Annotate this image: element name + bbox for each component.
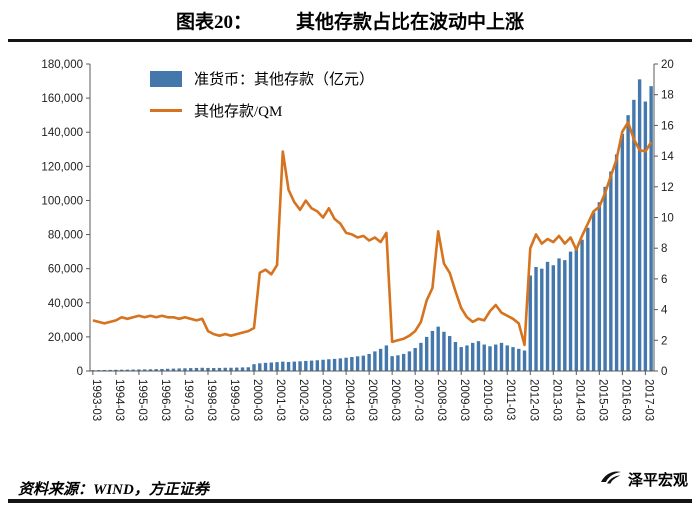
svg-text:140,000: 140,000: [41, 127, 83, 139]
legend-item-bars: 准货币：其他存款（亿元）: [150, 68, 374, 89]
ratio-line: [92, 121, 653, 347]
svg-text:2004-03: 2004-03: [343, 379, 355, 421]
svg-text:1995-03: 1995-03: [136, 379, 148, 421]
svg-text:2006-03: 2006-03: [389, 379, 401, 421]
combo-chart: 0 20,000 40,000 60,000 80,000 100,000 120,000 1…: [41, 59, 674, 421]
svg-text:2007-03: 2007-03: [412, 379, 424, 421]
svg-text:2009-03: 2009-03: [458, 379, 470, 421]
zeping-macro-logo-icon: [599, 465, 623, 494]
svg-text:12: 12: [661, 182, 674, 194]
svg-text:40,000: 40,000: [48, 298, 83, 310]
svg-text:8: 8: [661, 243, 667, 255]
right-axis-labels: 0 2 4 6 8 10 12 14 16 18 20: [654, 59, 674, 378]
svg-text:60,000: 60,000: [48, 264, 83, 276]
bottom-divider: [8, 499, 692, 503]
svg-text:1993-03: 1993-03: [90, 379, 102, 421]
svg-text:2015-03: 2015-03: [596, 379, 608, 421]
svg-text:1999-03: 1999-03: [228, 379, 240, 421]
svg-text:2005-03: 2005-03: [366, 379, 378, 421]
svg-text:0: 0: [77, 366, 83, 378]
line-series-label: 其他存款/QM: [194, 104, 283, 120]
svg-text:2: 2: [661, 335, 667, 347]
legend-item-line: 其他存款/QM: [150, 100, 374, 121]
svg-text:1998-03: 1998-03: [205, 379, 217, 421]
brand: 泽平宏观: [599, 465, 688, 494]
chart-legend: 准货币：其他存款（亿元） 其他存款/QM: [150, 68, 374, 132]
source-note: 资料来源：WIND，方正证券: [18, 482, 209, 498]
svg-text:1994-03: 1994-03: [113, 379, 125, 421]
svg-text:18: 18: [661, 90, 674, 102]
svg-text:20,000: 20,000: [48, 332, 83, 344]
left-axis-labels: 0 20,000 40,000 60,000 80,000 100,000 120,000 1…: [41, 59, 90, 378]
svg-text:120,000: 120,000: [41, 161, 83, 173]
svg-text:16: 16: [661, 120, 674, 132]
svg-text:2014-03: 2014-03: [573, 379, 585, 421]
svg-text:6: 6: [661, 274, 667, 286]
svg-text:2002-03: 2002-03: [297, 379, 309, 421]
top-divider: [8, 39, 692, 42]
line-series-swatch: [150, 109, 182, 112]
brand-name: 泽平宏观: [627, 473, 688, 489]
svg-text:20: 20: [661, 59, 674, 71]
svg-text:2017-03: 2017-03: [642, 379, 654, 421]
svg-text:0: 0: [661, 366, 667, 378]
figure-label: 图表20：: [175, 12, 252, 33]
svg-text:2001-03: 2001-03: [274, 379, 286, 421]
svg-text:100,000: 100,000: [41, 195, 83, 207]
bars-series: [91, 79, 653, 372]
x-axis-labels: 1993-03 1994-03 1995-03 1996-03 1997-03 1998-…: [90, 371, 654, 421]
svg-text:10: 10: [661, 213, 674, 225]
svg-text:80,000: 80,000: [48, 230, 83, 242]
svg-text:1997-03: 1997-03: [182, 379, 194, 421]
svg-text:14: 14: [661, 151, 674, 163]
svg-text:160,000: 160,000: [41, 93, 83, 105]
svg-text:2000-03: 2000-03: [251, 379, 263, 421]
svg-text:2012-03: 2012-03: [527, 379, 539, 421]
page-title: 其他存款占比在波动中上涨: [296, 12, 525, 33]
chart-title-row: 图表20： 其他存款占比在波动中上涨: [0, 7, 700, 34]
svg-text:2008-03: 2008-03: [435, 379, 447, 421]
bar-series-swatch: [150, 70, 182, 87]
bar-series-label: 准货币：其他存款（亿元）: [194, 72, 375, 88]
svg-text:2013-03: 2013-03: [550, 379, 562, 421]
svg-text:2010-03: 2010-03: [481, 379, 493, 421]
svg-text:2003-03: 2003-03: [320, 379, 332, 421]
svg-text:180,000: 180,000: [41, 59, 83, 71]
svg-text:4: 4: [661, 305, 668, 317]
svg-text:2016-03: 2016-03: [619, 379, 631, 421]
svg-text:2011-03: 2011-03: [504, 379, 516, 420]
chart-area: 0 20,000 40,000 60,000 80,000 100,000 120,000 1…: [0, 44, 700, 456]
svg-text:1996-03: 1996-03: [159, 379, 171, 421]
